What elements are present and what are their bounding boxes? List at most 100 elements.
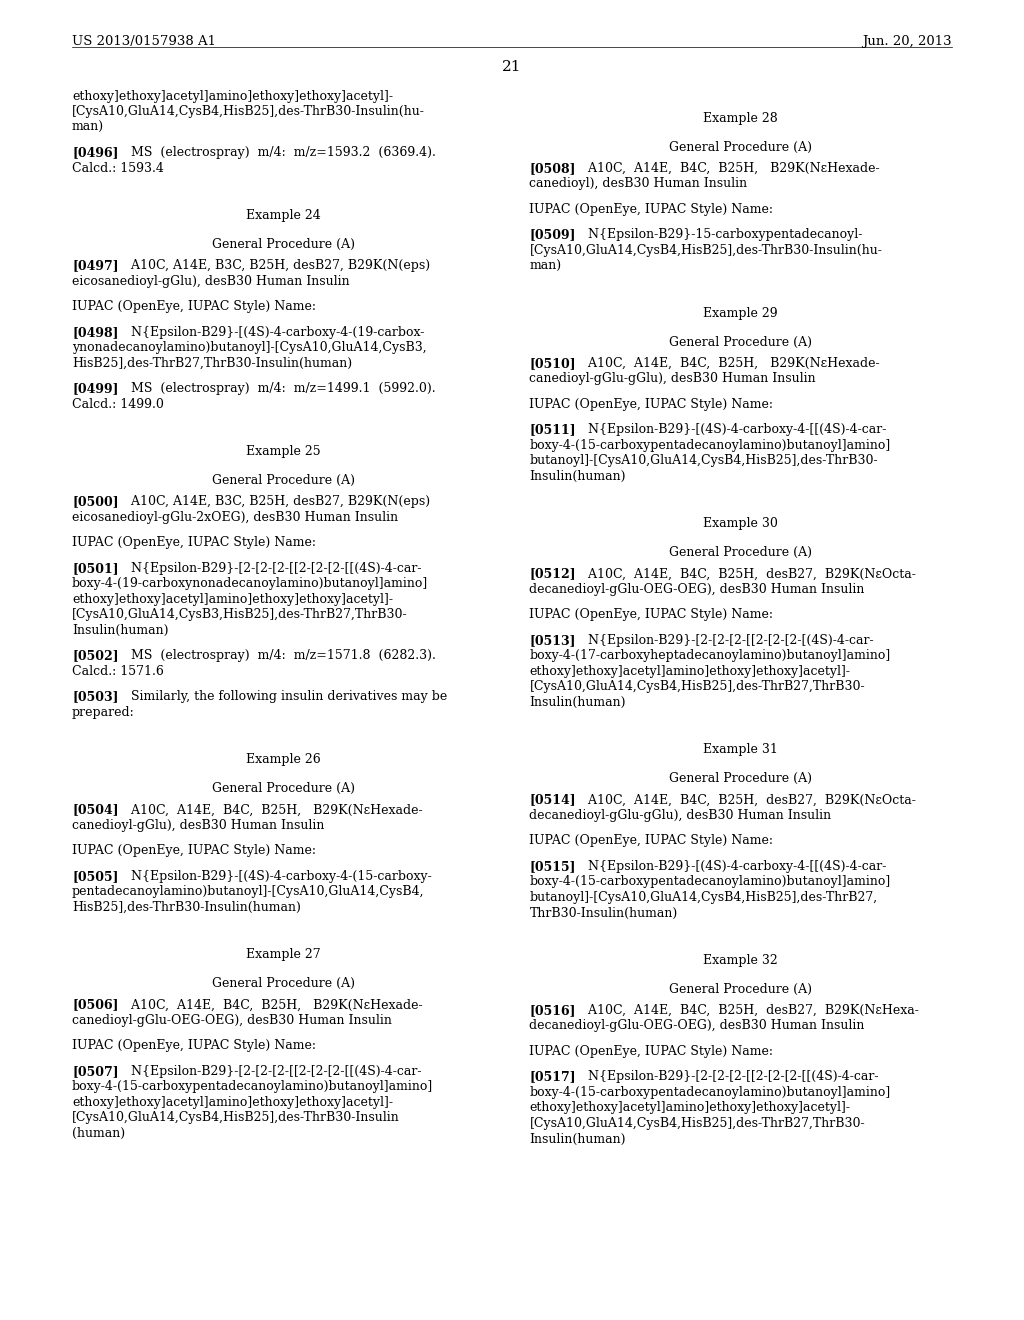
Text: canedioyl-gGlu), desB30 Human Insulin: canedioyl-gGlu), desB30 Human Insulin	[72, 818, 325, 832]
Text: A10C, A14E, B3C, B25H, desB27, B29K(N(eps): A10C, A14E, B3C, B25H, desB27, B29K(N(ep…	[119, 495, 430, 508]
Text: Example 24: Example 24	[246, 210, 321, 223]
Text: [CysA10,GluA14,CysB4,HisB25],des-ThrB27,ThrB30-: [CysA10,GluA14,CysB4,HisB25],des-ThrB27,…	[529, 1117, 865, 1130]
Text: boxy-4-(15-carboxypentadecanoylamino)butanoyl]amino]: boxy-4-(15-carboxypentadecanoylamino)but…	[529, 440, 891, 451]
Text: [CysA10,GluA14,CysB3,HisB25],des-ThrB27,ThrB30-: [CysA10,GluA14,CysB3,HisB25],des-ThrB27,…	[72, 609, 408, 622]
Text: Example 26: Example 26	[246, 754, 321, 767]
Text: [0516]: [0516]	[529, 1005, 575, 1016]
Text: N{Epsilon-B29}-[(4S)-4-carboxy-4-(15-carboxy-: N{Epsilon-B29}-[(4S)-4-carboxy-4-(15-car…	[119, 870, 431, 883]
Text: IUPAC (OpenEye, IUPAC Style) Name:: IUPAC (OpenEye, IUPAC Style) Name:	[72, 1039, 316, 1052]
Text: butanoyl]-[CysA10,GluA14,CysB4,HisB25],des-ThrB27,: butanoyl]-[CysA10,GluA14,CysB4,HisB25],d…	[529, 891, 878, 904]
Text: decanedioyl-gGlu-gGlu), desB30 Human Insulin: decanedioyl-gGlu-gGlu), desB30 Human Ins…	[529, 809, 831, 822]
Text: A10C,  A14E,  B4C,  B25H,  desB27,  B29K(NεHexa-: A10C, A14E, B4C, B25H, desB27, B29K(NεHe…	[577, 1005, 920, 1016]
Text: N{Epsilon-B29}-15-carboxypentadecanoyl-: N{Epsilon-B29}-15-carboxypentadecanoyl-	[577, 228, 862, 242]
Text: [CysA10,GluA14,CysB4,HisB25],des-ThrB27,ThrB30-: [CysA10,GluA14,CysB4,HisB25],des-ThrB27,…	[529, 681, 865, 693]
Text: Insulin(human): Insulin(human)	[72, 624, 169, 638]
Text: (human): (human)	[72, 1127, 125, 1140]
Text: General Procedure (A): General Procedure (A)	[212, 238, 354, 251]
Text: N{Epsilon-B29}-[(4S)-4-carboxy-4-[[(4S)-4-car-: N{Epsilon-B29}-[(4S)-4-carboxy-4-[[(4S)-…	[577, 861, 887, 873]
Text: Example 32: Example 32	[703, 954, 778, 968]
Text: decanedioyl-gGlu-OEG-OEG), desB30 Human Insulin: decanedioyl-gGlu-OEG-OEG), desB30 Human …	[529, 583, 865, 597]
Text: canedioyl), desB30 Human Insulin: canedioyl), desB30 Human Insulin	[529, 177, 748, 190]
Text: [CysA10,GluA14,CysB4,HisB25],des-ThrB30-Insulin(hu-: [CysA10,GluA14,CysB4,HisB25],des-ThrB30-…	[529, 244, 883, 257]
Text: [CysA10,GluA14,CysB4,HisB25],des-ThrB30-Insulin: [CysA10,GluA14,CysB4,HisB25],des-ThrB30-…	[72, 1111, 399, 1125]
Text: MS  (electrospray)  m/4:  m/z=1571.8  (6282.3).: MS (electrospray) m/4: m/z=1571.8 (6282.…	[119, 649, 435, 663]
Text: A10C,  A14E,  B4C,  B25H,   B29K(NεHexade-: A10C, A14E, B4C, B25H, B29K(NεHexade-	[119, 804, 423, 817]
Text: eicosanedioyl-gGlu-2xOEG), desB30 Human Insulin: eicosanedioyl-gGlu-2xOEG), desB30 Human …	[72, 511, 398, 524]
Text: boxy-4-(17-carboxyheptadecanoylamino)butanoyl]amino]: boxy-4-(17-carboxyheptadecanoylamino)but…	[529, 649, 891, 663]
Text: Example 31: Example 31	[703, 743, 778, 756]
Text: A10C,  A14E,  B4C,  B25H,   B29K(NεHexade-: A10C, A14E, B4C, B25H, B29K(NεHexade-	[577, 162, 880, 176]
Text: N{Epsilon-B29}-[2-[2-[2-[[2-[2-[2-[[(4S)-4-car-: N{Epsilon-B29}-[2-[2-[2-[[2-[2-[2-[[(4S)…	[119, 1065, 421, 1078]
Text: Similarly, the following insulin derivatives may be: Similarly, the following insulin derivat…	[119, 690, 447, 704]
Text: ethoxy]ethoxy]acetyl]amino]ethoxy]ethoxy]acetyl]-: ethoxy]ethoxy]acetyl]amino]ethoxy]ethoxy…	[72, 90, 393, 103]
Text: N{Epsilon-B29}-[2-[2-[2-[[2-[2-[2-[(4S)-4-car-: N{Epsilon-B29}-[2-[2-[2-[[2-[2-[2-[(4S)-…	[577, 634, 873, 647]
Text: canedioyl-gGlu-gGlu), desB30 Human Insulin: canedioyl-gGlu-gGlu), desB30 Human Insul…	[529, 372, 816, 385]
Text: [0508]: [0508]	[529, 162, 575, 176]
Text: ynonadecanoylamino)butanoyl]-[CysA10,GluA14,CysB3,: ynonadecanoylamino)butanoyl]-[CysA10,Glu…	[72, 342, 427, 355]
Text: decanedioyl-gGlu-OEG-OEG), desB30 Human Insulin: decanedioyl-gGlu-OEG-OEG), desB30 Human …	[529, 1019, 865, 1032]
Text: IUPAC (OpenEye, IUPAC Style) Name:: IUPAC (OpenEye, IUPAC Style) Name:	[72, 536, 316, 549]
Text: ThrB30-Insulin(human): ThrB30-Insulin(human)	[529, 907, 678, 920]
Text: canedioyl-gGlu-OEG-OEG), desB30 Human Insulin: canedioyl-gGlu-OEG-OEG), desB30 Human In…	[72, 1014, 392, 1027]
Text: [0506]: [0506]	[72, 998, 119, 1011]
Text: [0499]: [0499]	[72, 383, 119, 396]
Text: General Procedure (A): General Procedure (A)	[670, 772, 812, 785]
Text: N{Epsilon-B29}-[(4S)-4-carboxy-4-[[(4S)-4-car-: N{Epsilon-B29}-[(4S)-4-carboxy-4-[[(4S)-…	[577, 424, 887, 437]
Text: [0501]: [0501]	[72, 562, 119, 576]
Text: General Procedure (A): General Procedure (A)	[212, 977, 354, 990]
Text: butanoyl]-[CysA10,GluA14,CysB4,HisB25],des-ThrB30-: butanoyl]-[CysA10,GluA14,CysB4,HisB25],d…	[529, 454, 879, 467]
Text: [CysA10,GluA14,CysB4,HisB25],des-ThrB30-Insulin(hu-: [CysA10,GluA14,CysB4,HisB25],des-ThrB30-…	[72, 106, 425, 119]
Text: Jun. 20, 2013: Jun. 20, 2013	[862, 36, 952, 48]
Text: MS  (electrospray)  m/4:  m/z=1593.2  (6369.4).: MS (electrospray) m/4: m/z=1593.2 (6369.…	[119, 147, 435, 160]
Text: IUPAC (OpenEye, IUPAC Style) Name:: IUPAC (OpenEye, IUPAC Style) Name:	[529, 609, 773, 622]
Text: General Procedure (A): General Procedure (A)	[670, 982, 812, 995]
Text: A10C,  A14E,  B4C,  B25H,  desB27,  B29K(NεOcta-: A10C, A14E, B4C, B25H, desB27, B29K(NεOc…	[577, 568, 916, 581]
Text: [0504]: [0504]	[72, 804, 119, 817]
Text: N{Epsilon-B29}-[2-[2-[2-[[2-[2-[2-[[(4S)-4-car-: N{Epsilon-B29}-[2-[2-[2-[[2-[2-[2-[[(4S)…	[577, 1071, 879, 1084]
Text: Example 30: Example 30	[703, 517, 778, 531]
Text: Insulin(human): Insulin(human)	[529, 696, 626, 709]
Text: General Procedure (A): General Procedure (A)	[212, 474, 354, 487]
Text: boxy-4-(15-carboxypentadecanoylamino)butanoyl]amino]: boxy-4-(15-carboxypentadecanoylamino)but…	[529, 1086, 891, 1100]
Text: ethoxy]ethoxy]acetyl]amino]ethoxy]ethoxy]acetyl]-: ethoxy]ethoxy]acetyl]amino]ethoxy]ethoxy…	[529, 665, 851, 678]
Text: Example 27: Example 27	[246, 949, 321, 961]
Text: N{Epsilon-B29}-[2-[2-[2-[[2-[2-[2-[[(4S)-4-car-: N{Epsilon-B29}-[2-[2-[2-[[2-[2-[2-[[(4S)…	[119, 562, 421, 576]
Text: ethoxy]ethoxy]acetyl]amino]ethoxy]ethoxy]acetyl]-: ethoxy]ethoxy]acetyl]amino]ethoxy]ethoxy…	[529, 1101, 851, 1114]
Text: General Procedure (A): General Procedure (A)	[670, 140, 812, 153]
Text: [0515]: [0515]	[529, 861, 575, 873]
Text: [0500]: [0500]	[72, 495, 119, 508]
Text: [0498]: [0498]	[72, 326, 119, 339]
Text: [0512]: [0512]	[529, 568, 577, 581]
Text: [0513]: [0513]	[529, 634, 575, 647]
Text: 21: 21	[502, 59, 522, 74]
Text: HisB25],des-ThrB30-Insulin(human): HisB25],des-ThrB30-Insulin(human)	[72, 902, 301, 913]
Text: Example 25: Example 25	[246, 445, 321, 458]
Text: IUPAC (OpenEye, IUPAC Style) Name:: IUPAC (OpenEye, IUPAC Style) Name:	[72, 845, 316, 858]
Text: IUPAC (OpenEye, IUPAC Style) Name:: IUPAC (OpenEye, IUPAC Style) Name:	[529, 1045, 773, 1059]
Text: Calcd.: 1571.6: Calcd.: 1571.6	[72, 665, 164, 678]
Text: [0503]: [0503]	[72, 690, 119, 704]
Text: [0514]: [0514]	[529, 793, 577, 807]
Text: HisB25],des-ThrB27,ThrB30-Insulin(human): HisB25],des-ThrB27,ThrB30-Insulin(human)	[72, 356, 352, 370]
Text: ethoxy]ethoxy]acetyl]amino]ethoxy]ethoxy]acetyl]-: ethoxy]ethoxy]acetyl]amino]ethoxy]ethoxy…	[72, 593, 393, 606]
Text: US 2013/0157938 A1: US 2013/0157938 A1	[72, 36, 216, 48]
Text: prepared:: prepared:	[72, 706, 135, 719]
Text: boxy-4-(15-carboxypentadecanoylamino)butanoyl]amino]: boxy-4-(15-carboxypentadecanoylamino)but…	[529, 875, 891, 888]
Text: A10C,  A14E,  B4C,  B25H,   B29K(NεHexade-: A10C, A14E, B4C, B25H, B29K(NεHexade-	[577, 356, 880, 370]
Text: man): man)	[529, 260, 561, 272]
Text: IUPAC (OpenEye, IUPAC Style) Name:: IUPAC (OpenEye, IUPAC Style) Name:	[529, 203, 773, 216]
Text: Insulin(human): Insulin(human)	[529, 1133, 626, 1146]
Text: A10C,  A14E,  B4C,  B25H,   B29K(NεHexade-: A10C, A14E, B4C, B25H, B29K(NεHexade-	[119, 998, 423, 1011]
Text: Insulin(human): Insulin(human)	[529, 470, 626, 483]
Text: man): man)	[72, 121, 104, 135]
Text: General Procedure (A): General Procedure (A)	[670, 335, 812, 348]
Text: boxy-4-(19-carboxynonadecanoylamino)butanoyl]amino]: boxy-4-(19-carboxynonadecanoylamino)buta…	[72, 577, 428, 590]
Text: Calcd.: 1499.0: Calcd.: 1499.0	[72, 399, 164, 411]
Text: A10C,  A14E,  B4C,  B25H,  desB27,  B29K(NεOcta-: A10C, A14E, B4C, B25H, desB27, B29K(NεOc…	[577, 793, 916, 807]
Text: IUPAC (OpenEye, IUPAC Style) Name:: IUPAC (OpenEye, IUPAC Style) Name:	[529, 399, 773, 411]
Text: [0510]: [0510]	[529, 356, 577, 370]
Text: Calcd.: 1593.4: Calcd.: 1593.4	[72, 162, 164, 176]
Text: eicosanedioyl-gGlu), desB30 Human Insulin: eicosanedioyl-gGlu), desB30 Human Insuli…	[72, 275, 349, 288]
Text: Example 28: Example 28	[703, 112, 778, 125]
Text: [0509]: [0509]	[529, 228, 575, 242]
